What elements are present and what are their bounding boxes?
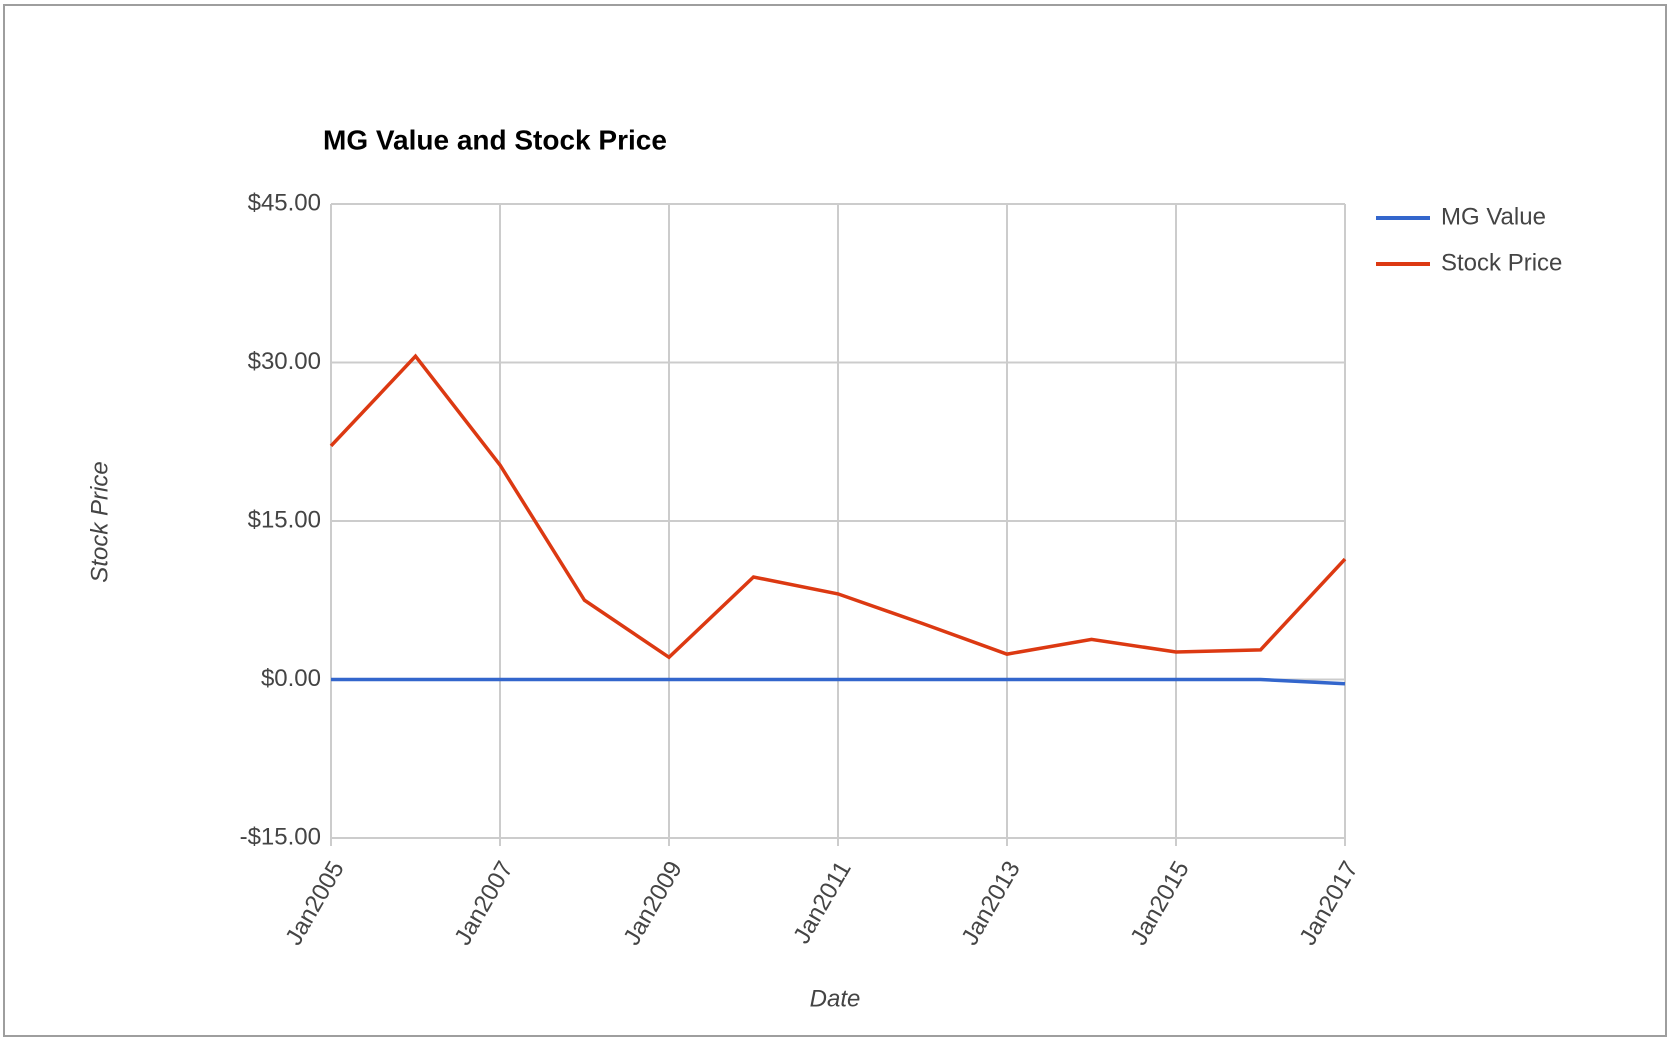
- line-series: [331, 677, 1346, 686]
- y-axis-title: Stock Price: [86, 461, 113, 582]
- chart-title: MG Value and Stock Price: [323, 124, 667, 155]
- line-series: [329, 353, 1347, 660]
- legend-label: Stock Price: [1441, 249, 1562, 276]
- legend-label: MG Value: [1441, 203, 1546, 230]
- y-tick-label: $15.00: [248, 506, 321, 533]
- y-tick-label: $45.00: [248, 189, 321, 216]
- y-tick-label: -$15.00: [240, 823, 321, 850]
- y-tick-label: $0.00: [261, 665, 321, 692]
- x-axis-title: Date: [810, 985, 861, 1012]
- y-tick-label: $30.00: [248, 348, 321, 375]
